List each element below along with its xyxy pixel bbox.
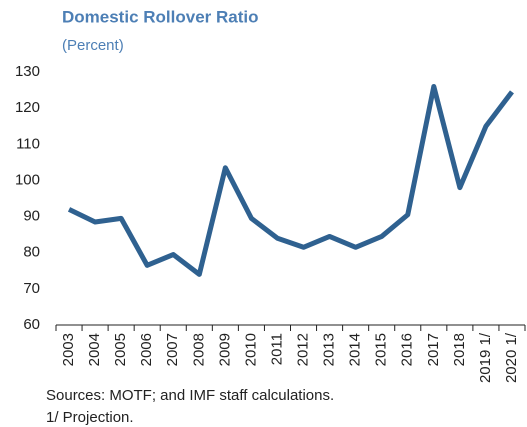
chart-subtitle: (Percent) bbox=[62, 37, 124, 54]
y-tick-label: 130 bbox=[15, 63, 40, 80]
x-tick-label: 2012 bbox=[294, 333, 311, 366]
x-tick-label: 2014 bbox=[347, 333, 364, 366]
chart-title: Domestic Rollover Ratio bbox=[62, 7, 259, 26]
y-tick-label: 70 bbox=[23, 280, 40, 297]
x-tick-label: 2019 1/ bbox=[477, 332, 494, 383]
y-tick-label: 100 bbox=[15, 171, 40, 188]
x-tick-label: 2007 bbox=[164, 333, 181, 366]
x-tick-label: 2005 bbox=[112, 333, 129, 366]
y-tick-label: 80 bbox=[23, 244, 40, 261]
source-note: Sources: MOTF; and IMF staff calculation… bbox=[46, 387, 334, 404]
x-tick-label: 2018 bbox=[451, 333, 468, 366]
y-tick-label: 120 bbox=[15, 99, 40, 116]
x-tick-label: 2008 bbox=[190, 333, 207, 366]
x-tick-label: 2009 bbox=[216, 333, 233, 366]
x-tick-label: 2013 bbox=[321, 333, 338, 366]
y-tick-label: 90 bbox=[23, 208, 40, 225]
x-tick-label: 2020 1/ bbox=[503, 332, 520, 383]
x-tick-label: 2015 bbox=[373, 333, 390, 366]
projection-note: 1/ Projection. bbox=[46, 409, 134, 426]
y-tick-label: 110 bbox=[16, 135, 40, 152]
x-tick-label: 2011 bbox=[268, 333, 285, 365]
y-tick-label: 60 bbox=[23, 316, 40, 333]
x-tick-label: 2003 bbox=[60, 333, 77, 366]
x-tick-label: 2004 bbox=[86, 333, 103, 366]
x-tick-label: 2016 bbox=[399, 333, 416, 366]
x-tick-label: 2010 bbox=[242, 333, 259, 366]
x-tick-label: 2017 bbox=[425, 333, 442, 366]
data-line bbox=[67, 83, 514, 277]
x-tick-label: 2006 bbox=[138, 333, 155, 366]
